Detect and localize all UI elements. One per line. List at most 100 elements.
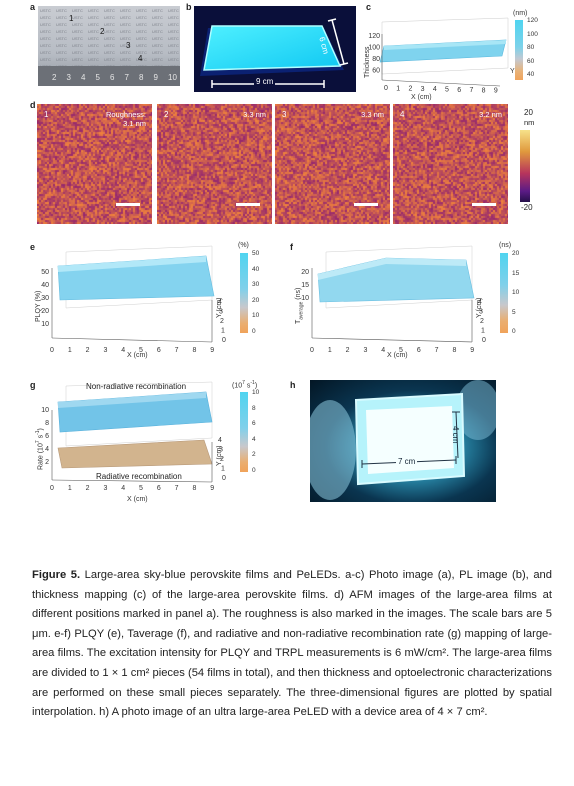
panel_g-colorbar-tick: 8 (252, 404, 256, 412)
afm-roughness-value: Roughness: 3.1 nm (105, 110, 146, 128)
panel-label-h: h (290, 380, 296, 390)
substrate-label: USTC (72, 57, 83, 62)
afm-position-number: 2 (164, 110, 169, 119)
substrate-label: USTC (56, 15, 67, 20)
substrate-label: USTC (120, 36, 131, 41)
ruler-number: 10 (168, 73, 177, 82)
c-x-axis-label: X (cm) (411, 94, 432, 101)
ruler-number: 5 (96, 73, 101, 82)
c-colorbar-tick: 60 (527, 57, 535, 65)
substrate-label: USTC (168, 57, 179, 62)
panel_g-z-tick: 8 (45, 420, 49, 427)
panel_f-colorbar-tick: 0 (512, 328, 516, 335)
panel_e-x-tick: 8 (192, 347, 196, 354)
e-x-axis-label: X (cm) (127, 352, 148, 359)
panel_g-x-tick: 4 (121, 485, 125, 492)
afm-position-number: 1 (44, 110, 49, 119)
substrate-label: USTC (40, 8, 51, 13)
panel_f-x-tick: 6 (417, 347, 421, 354)
afm-image: 1 Roughness: 3.1 nm (37, 104, 152, 224)
panel_e-z-tick: 30 (41, 295, 49, 302)
panel_g-x-tick: 0 (50, 485, 54, 492)
substrate-pattern: USTC USTC USTC USTC USTC USTC USTC USTC USTC USTC… (38, 8, 180, 86)
c-colorbar-tick: 120 (527, 17, 538, 24)
afm-scale-bar (354, 203, 378, 206)
substrate-label: USTC (72, 22, 83, 27)
substrate-label: USTC (136, 57, 147, 62)
c-unit: (nm) (513, 10, 528, 17)
substrate-label: USTC (56, 36, 67, 41)
panel-label-e: e (30, 242, 36, 252)
photo-panel-a: USTC USTC USTC USTC USTC USTC USTC USTC USTC USTC… (38, 6, 180, 86)
panel_e-x-tick: 6 (157, 347, 161, 354)
panel-label-d: d (30, 100, 36, 110)
panel_g-colorbar-tick: 2 (252, 451, 256, 459)
afm-roughness-value: 3.3 nm (243, 110, 266, 119)
panel_f-x-tick: 1 (328, 347, 332, 354)
panel_f-y-tick: 3 (479, 309, 483, 316)
substrate-label: USTC (88, 8, 99, 13)
e-z-axis-label: PLQY (%) (35, 290, 42, 322)
panel_e-x-tick: 4 (121, 347, 125, 354)
substrate-label: USTC (72, 8, 83, 13)
g-nonradiative-label: Non-radiative recombination (86, 382, 187, 391)
panel_f-y-tick: 4 (478, 299, 482, 306)
substrate-label: USTC (168, 22, 179, 27)
afm-colorbar-bottom: -20 (521, 203, 533, 212)
substrate-label: USTC (120, 15, 131, 20)
ruler-number: 9 (154, 73, 159, 82)
c-x-tick: 0 (384, 85, 388, 92)
c-x-tick: 3 (421, 86, 425, 93)
position-marker-1: 1 (69, 14, 74, 23)
substrate-label: USTC (168, 29, 179, 34)
substrate-label: USTC (104, 29, 115, 34)
substrate-label: USTC (152, 8, 163, 13)
position-marker-4: 4 (138, 54, 143, 63)
f-y-axis-label: Y (cm) (476, 297, 483, 318)
panel_g-colorbar-tick: 10 (252, 389, 260, 396)
width-label: 9 cm (254, 77, 276, 86)
panel-label-b: b (186, 2, 192, 12)
panel_e-colorbar-tick: 10 (252, 312, 260, 320)
panel_f-x-tick: 0 (310, 347, 314, 354)
substrate-label: USTC (168, 8, 179, 13)
panel_f-z-tick: 20 (301, 269, 309, 276)
panel_g-y-tick: 3 (219, 447, 223, 454)
c-y-axis-label: Y (510, 68, 515, 75)
substrate-label: USTC (72, 36, 83, 41)
e-colorbar (240, 253, 248, 333)
panel_g-x-tick: 3 (103, 485, 107, 492)
substrate-label: USTC (104, 43, 115, 48)
substrate-label: USTC (40, 43, 51, 48)
substrate-label: USTC (120, 50, 131, 55)
panel_e-colorbar-tick: 30 (252, 281, 260, 289)
c-z-tick: 120 (368, 33, 380, 40)
substrate-label: USTC (88, 22, 99, 27)
panel_g-z-tick: 6 (45, 433, 49, 440)
afm-image: 2 3.3 nm (157, 104, 272, 224)
panel_f-y-tick: 1 (481, 328, 485, 335)
g-radiative-label: Radiative recombination (96, 472, 182, 481)
substrate-label: USTC (40, 36, 51, 41)
panel_f-colorbar-tick: 5 (512, 308, 516, 316)
panel_f-x-tick: 9 (470, 347, 474, 354)
c-x-tick: 1 (396, 85, 400, 92)
substrate-label: USTC (72, 43, 83, 48)
panel_g-x-tick: 7 (175, 485, 179, 492)
panel_f-z-tick: 15 (301, 282, 309, 289)
substrate-label: USTC (72, 50, 83, 55)
substrate-label: USTC (152, 50, 163, 55)
substrate-label: USTC (56, 8, 67, 13)
substrate-label: USTC (152, 57, 163, 62)
panel_f-y-tick: 2 (480, 318, 484, 325)
ruler-number: 8 (139, 73, 144, 82)
h-width-label: 7 cm (396, 457, 418, 466)
panel_f-x-tick: 4 (381, 347, 385, 354)
caption-text: Large-area sky-blue perovskite films and… (32, 569, 553, 719)
c-z-tick: 100 (368, 45, 380, 52)
panel-label-c: c (366, 2, 372, 12)
panel_e-colorbar-tick: 40 (252, 265, 260, 273)
position-marker-3: 3 (126, 41, 131, 50)
panel_e-y-tick: 2 (220, 318, 224, 325)
